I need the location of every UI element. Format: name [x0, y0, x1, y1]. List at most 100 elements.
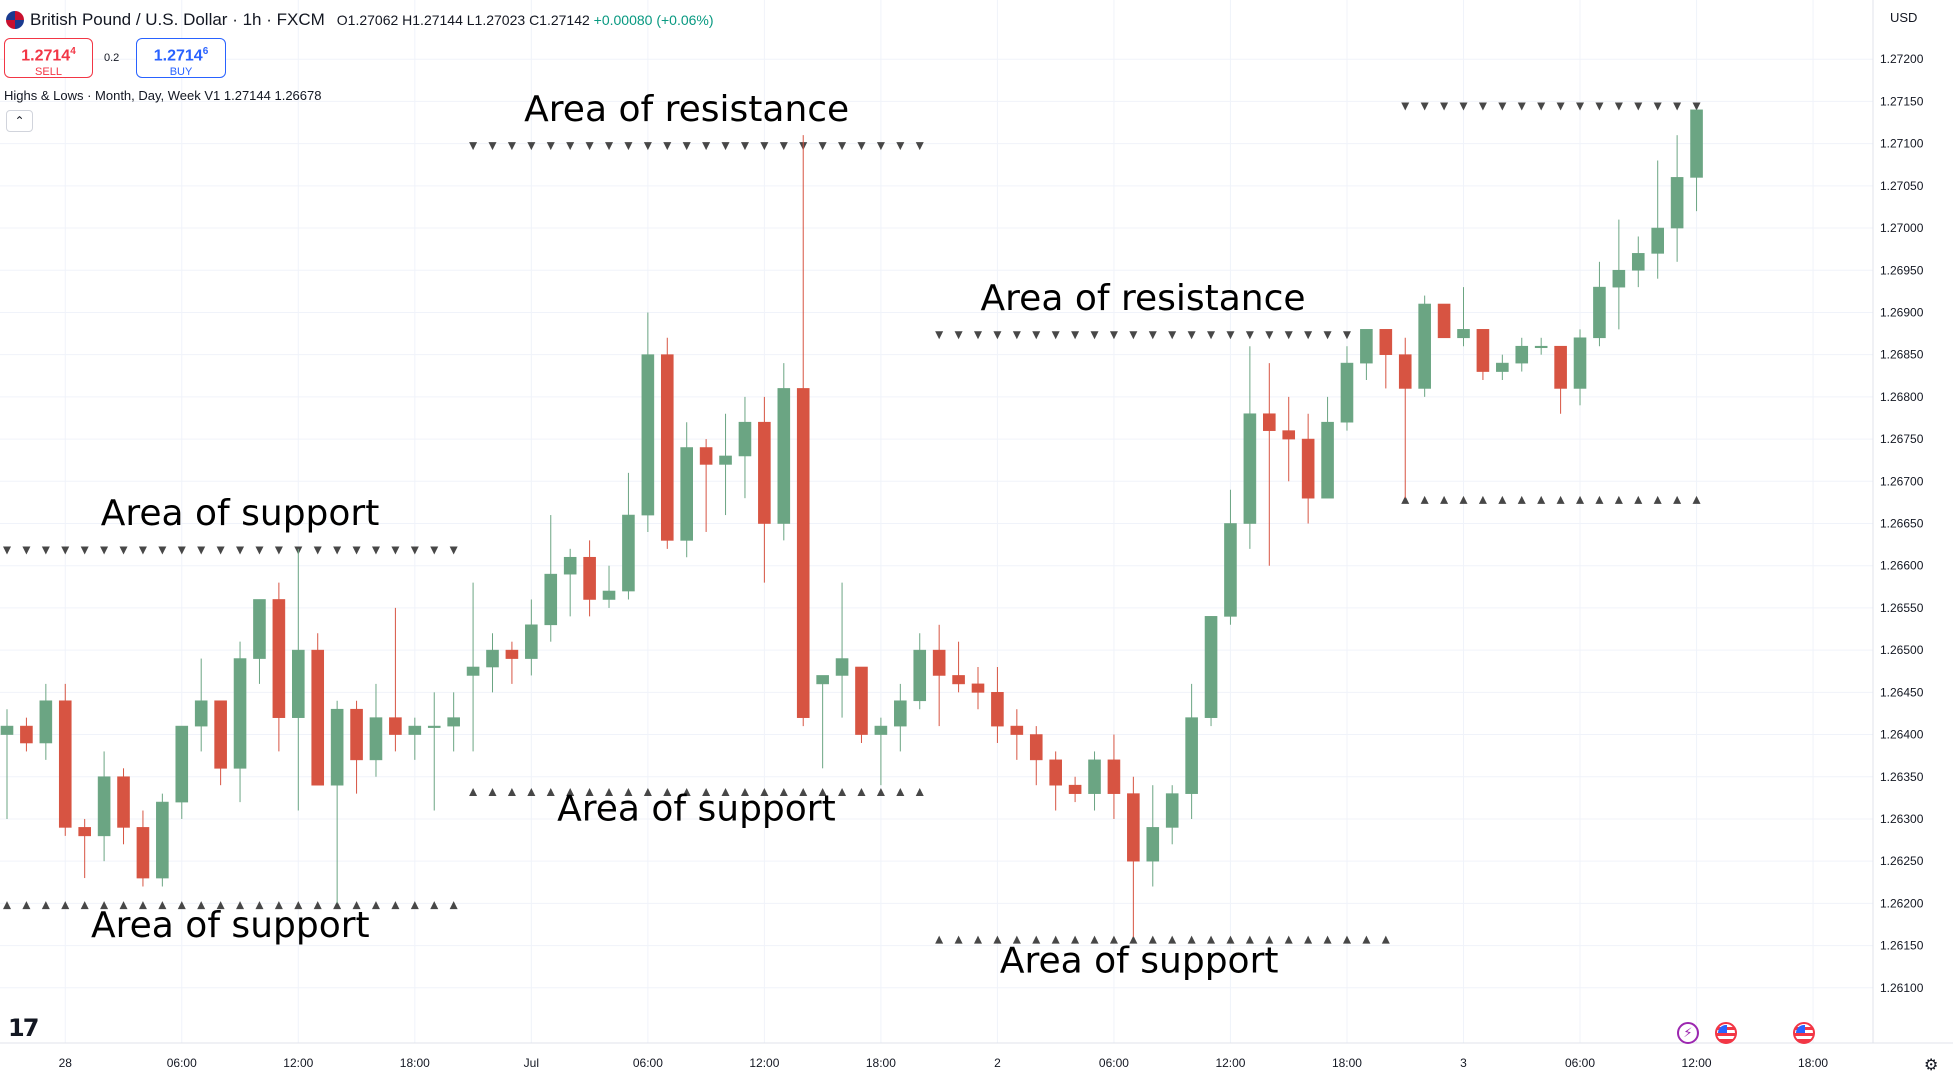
candle-up	[1224, 523, 1237, 617]
support-marker	[1401, 495, 1410, 504]
candle-up	[1534, 345, 1548, 349]
support-marker	[22, 901, 31, 910]
candle-up	[816, 675, 829, 685]
us-flag-event-icon[interactable]	[1715, 1022, 1737, 1044]
candle-up	[233, 658, 247, 769]
support-marker	[274, 901, 283, 910]
x-tick-label: Jul	[524, 1056, 539, 1070]
settings-gear-icon[interactable]: ⚙	[1924, 1057, 1939, 1074]
support-marker	[663, 787, 672, 796]
candle-up	[738, 421, 752, 457]
candle-up	[1418, 303, 1431, 389]
x-tick-label: 2	[994, 1056, 1001, 1070]
resistance-marker	[391, 546, 400, 555]
candle-down	[952, 675, 965, 685]
resistance-marker	[993, 331, 1002, 340]
support-annotation: Area of support	[557, 789, 836, 830]
support-marker	[1478, 495, 1487, 504]
y-tick-label: 1.26950	[1880, 263, 1924, 277]
lightning-event-icon[interactable]: ⚡	[1677, 1022, 1699, 1044]
support-marker	[779, 787, 788, 796]
support-marker	[760, 787, 769, 796]
support-marker	[818, 787, 827, 796]
candle-up	[1515, 345, 1529, 364]
resistance-marker	[546, 142, 555, 151]
candle-up	[563, 556, 577, 575]
resistance-marker	[1012, 331, 1021, 340]
resistance-marker	[702, 142, 711, 151]
support-marker	[313, 901, 322, 910]
candle-up	[1146, 827, 1160, 862]
candle-up	[894, 700, 907, 727]
support-marker	[1168, 935, 1177, 944]
support-marker	[410, 901, 419, 910]
support-marker	[1459, 495, 1468, 504]
resistance-marker	[352, 546, 361, 555]
x-tick-label: 18:00	[866, 1056, 896, 1070]
support-marker	[896, 787, 905, 796]
us-flag-event-icon-2[interactable]	[1793, 1022, 1815, 1044]
candle-up	[156, 801, 169, 879]
resistance-marker	[954, 331, 963, 340]
support-marker	[527, 787, 536, 796]
resistance-marker	[216, 546, 225, 555]
buy-price: 1.2714	[153, 47, 203, 65]
sell-button[interactable]: 1.27144 SELL	[4, 38, 93, 78]
candle-up	[1321, 421, 1334, 499]
y-tick-label: 1.26650	[1880, 517, 1924, 531]
candle-down	[1049, 759, 1062, 786]
candle-down	[20, 725, 33, 744]
support-annotation: Area of support	[91, 905, 370, 946]
resistance-marker	[1653, 102, 1662, 111]
level-markers	[3, 102, 1701, 944]
resistance-marker	[100, 546, 109, 555]
candle-down	[758, 421, 771, 524]
support-marker	[1381, 935, 1390, 944]
support-marker	[488, 787, 497, 796]
candle-up	[544, 573, 558, 626]
symbol-title[interactable]: British Pound / U.S. Dollar · 1h · FXCM	[30, 10, 325, 29]
candle-up	[175, 725, 189, 803]
support-marker	[1673, 495, 1682, 504]
candle-up	[1612, 269, 1626, 288]
support-marker	[1071, 935, 1080, 944]
currency-label[interactable]: USD	[1890, 10, 1918, 25]
x-tick-label: 06:00	[1099, 1056, 1129, 1070]
ohlc-low: L1.27023	[466, 12, 526, 28]
x-tick-label: 12:00	[283, 1056, 313, 1070]
resistance-marker	[857, 142, 866, 151]
y-tick-label: 1.26750	[1880, 432, 1924, 446]
resistance-marker	[1129, 331, 1138, 340]
support-marker	[1498, 495, 1507, 504]
resistance-marker	[1595, 102, 1604, 111]
y-tick-label: 1.26850	[1880, 348, 1924, 362]
support-marker	[1245, 935, 1254, 944]
support-marker	[702, 787, 711, 796]
support-marker	[1148, 935, 1157, 944]
support-marker	[1653, 495, 1662, 504]
buy-button[interactable]: 1.27146 BUY	[136, 38, 226, 78]
candle-up	[525, 624, 538, 659]
indicator-legend[interactable]: Highs & Lows · Month, Day, Week V1 1.271…	[4, 88, 322, 103]
candle-up	[1340, 362, 1354, 423]
resistance-marker	[119, 546, 128, 555]
candle-up	[97, 776, 111, 837]
candle-up	[291, 649, 305, 718]
chevron-up-icon[interactable]: ⌃	[6, 110, 33, 132]
ohlc-values: O1.27062 H1.27144 L1.27023 C1.27142 +0.0…	[337, 12, 714, 28]
candle-up	[1670, 177, 1684, 229]
resistance-marker	[721, 142, 730, 151]
support-marker	[507, 787, 516, 796]
candle-down	[505, 649, 519, 659]
resistance-marker	[1498, 102, 1507, 111]
y-tick-label: 1.27200	[1880, 52, 1924, 66]
candle-down	[660, 354, 674, 541]
support-marker	[740, 787, 749, 796]
resistance-marker	[1440, 102, 1449, 111]
support-marker	[197, 901, 206, 910]
resistance-marker	[449, 546, 458, 555]
candle-down	[583, 556, 596, 600]
tradingview-logo-icon[interactable]: 17	[8, 1014, 39, 1042]
price-axis: 1.27200 1.27150 1.27100 1.27050 1.27000 1.269…	[1880, 52, 1924, 995]
